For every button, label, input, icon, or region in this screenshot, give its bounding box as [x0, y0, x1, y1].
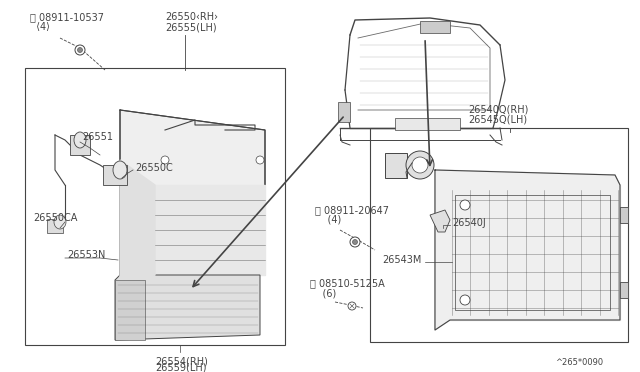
Polygon shape — [115, 280, 145, 340]
Text: 26550‹RH›: 26550‹RH› — [165, 12, 218, 22]
Circle shape — [77, 48, 83, 52]
Text: ⟨4⟩: ⟨4⟩ — [30, 22, 50, 32]
Polygon shape — [435, 170, 450, 330]
Polygon shape — [120, 110, 265, 295]
Polygon shape — [435, 170, 620, 330]
Bar — [385, 153, 407, 178]
Polygon shape — [430, 210, 450, 232]
Circle shape — [406, 151, 434, 179]
Text: 26540Q(RH): 26540Q(RH) — [468, 105, 529, 115]
Bar — [47, 219, 63, 233]
Polygon shape — [155, 130, 265, 275]
Text: ⓝ 08911-20647: ⓝ 08911-20647 — [315, 205, 389, 215]
Bar — [455, 195, 610, 310]
Circle shape — [350, 237, 360, 247]
Circle shape — [353, 240, 358, 244]
Bar — [370, 128, 628, 342]
Polygon shape — [120, 110, 155, 295]
Circle shape — [75, 45, 85, 55]
Text: ^265*0090: ^265*0090 — [555, 358, 603, 367]
Text: (4): (4) — [315, 215, 341, 225]
Text: 26550CA: 26550CA — [33, 213, 77, 223]
Polygon shape — [115, 275, 260, 340]
Circle shape — [460, 200, 470, 210]
Text: ⓝ 08911-10537: ⓝ 08911-10537 — [30, 12, 104, 22]
Polygon shape — [120, 160, 155, 295]
Circle shape — [412, 157, 428, 173]
Bar — [25, 68, 285, 345]
Text: 26540J: 26540J — [452, 218, 486, 228]
Circle shape — [256, 156, 264, 164]
Polygon shape — [155, 185, 265, 275]
Bar — [620, 207, 628, 223]
Circle shape — [161, 156, 169, 164]
Text: (6): (6) — [310, 288, 336, 298]
Bar — [420, 21, 450, 33]
Text: 26554(RH): 26554(RH) — [155, 356, 208, 366]
Ellipse shape — [74, 132, 86, 148]
Bar — [103, 165, 127, 185]
Circle shape — [460, 295, 470, 305]
Text: 26559(LH): 26559(LH) — [155, 362, 207, 372]
Text: 26545Q(LH): 26545Q(LH) — [468, 115, 527, 125]
Text: 26553N: 26553N — [67, 250, 106, 260]
Polygon shape — [450, 185, 620, 320]
Bar — [338, 102, 350, 122]
Bar — [620, 282, 628, 298]
Text: 26555(LH): 26555(LH) — [165, 22, 216, 32]
Bar — [620, 207, 628, 223]
Text: 26551: 26551 — [82, 132, 113, 142]
Circle shape — [348, 302, 356, 310]
Bar — [620, 282, 628, 298]
Ellipse shape — [54, 215, 66, 229]
Text: 26543M: 26543M — [382, 255, 421, 265]
Text: 26550C: 26550C — [135, 163, 173, 173]
Bar — [395, 118, 460, 130]
Polygon shape — [120, 110, 265, 130]
Polygon shape — [435, 170, 620, 185]
Ellipse shape — [113, 161, 127, 179]
Bar — [70, 135, 90, 155]
Text: Ⓢ 08510-5125A: Ⓢ 08510-5125A — [310, 278, 385, 288]
